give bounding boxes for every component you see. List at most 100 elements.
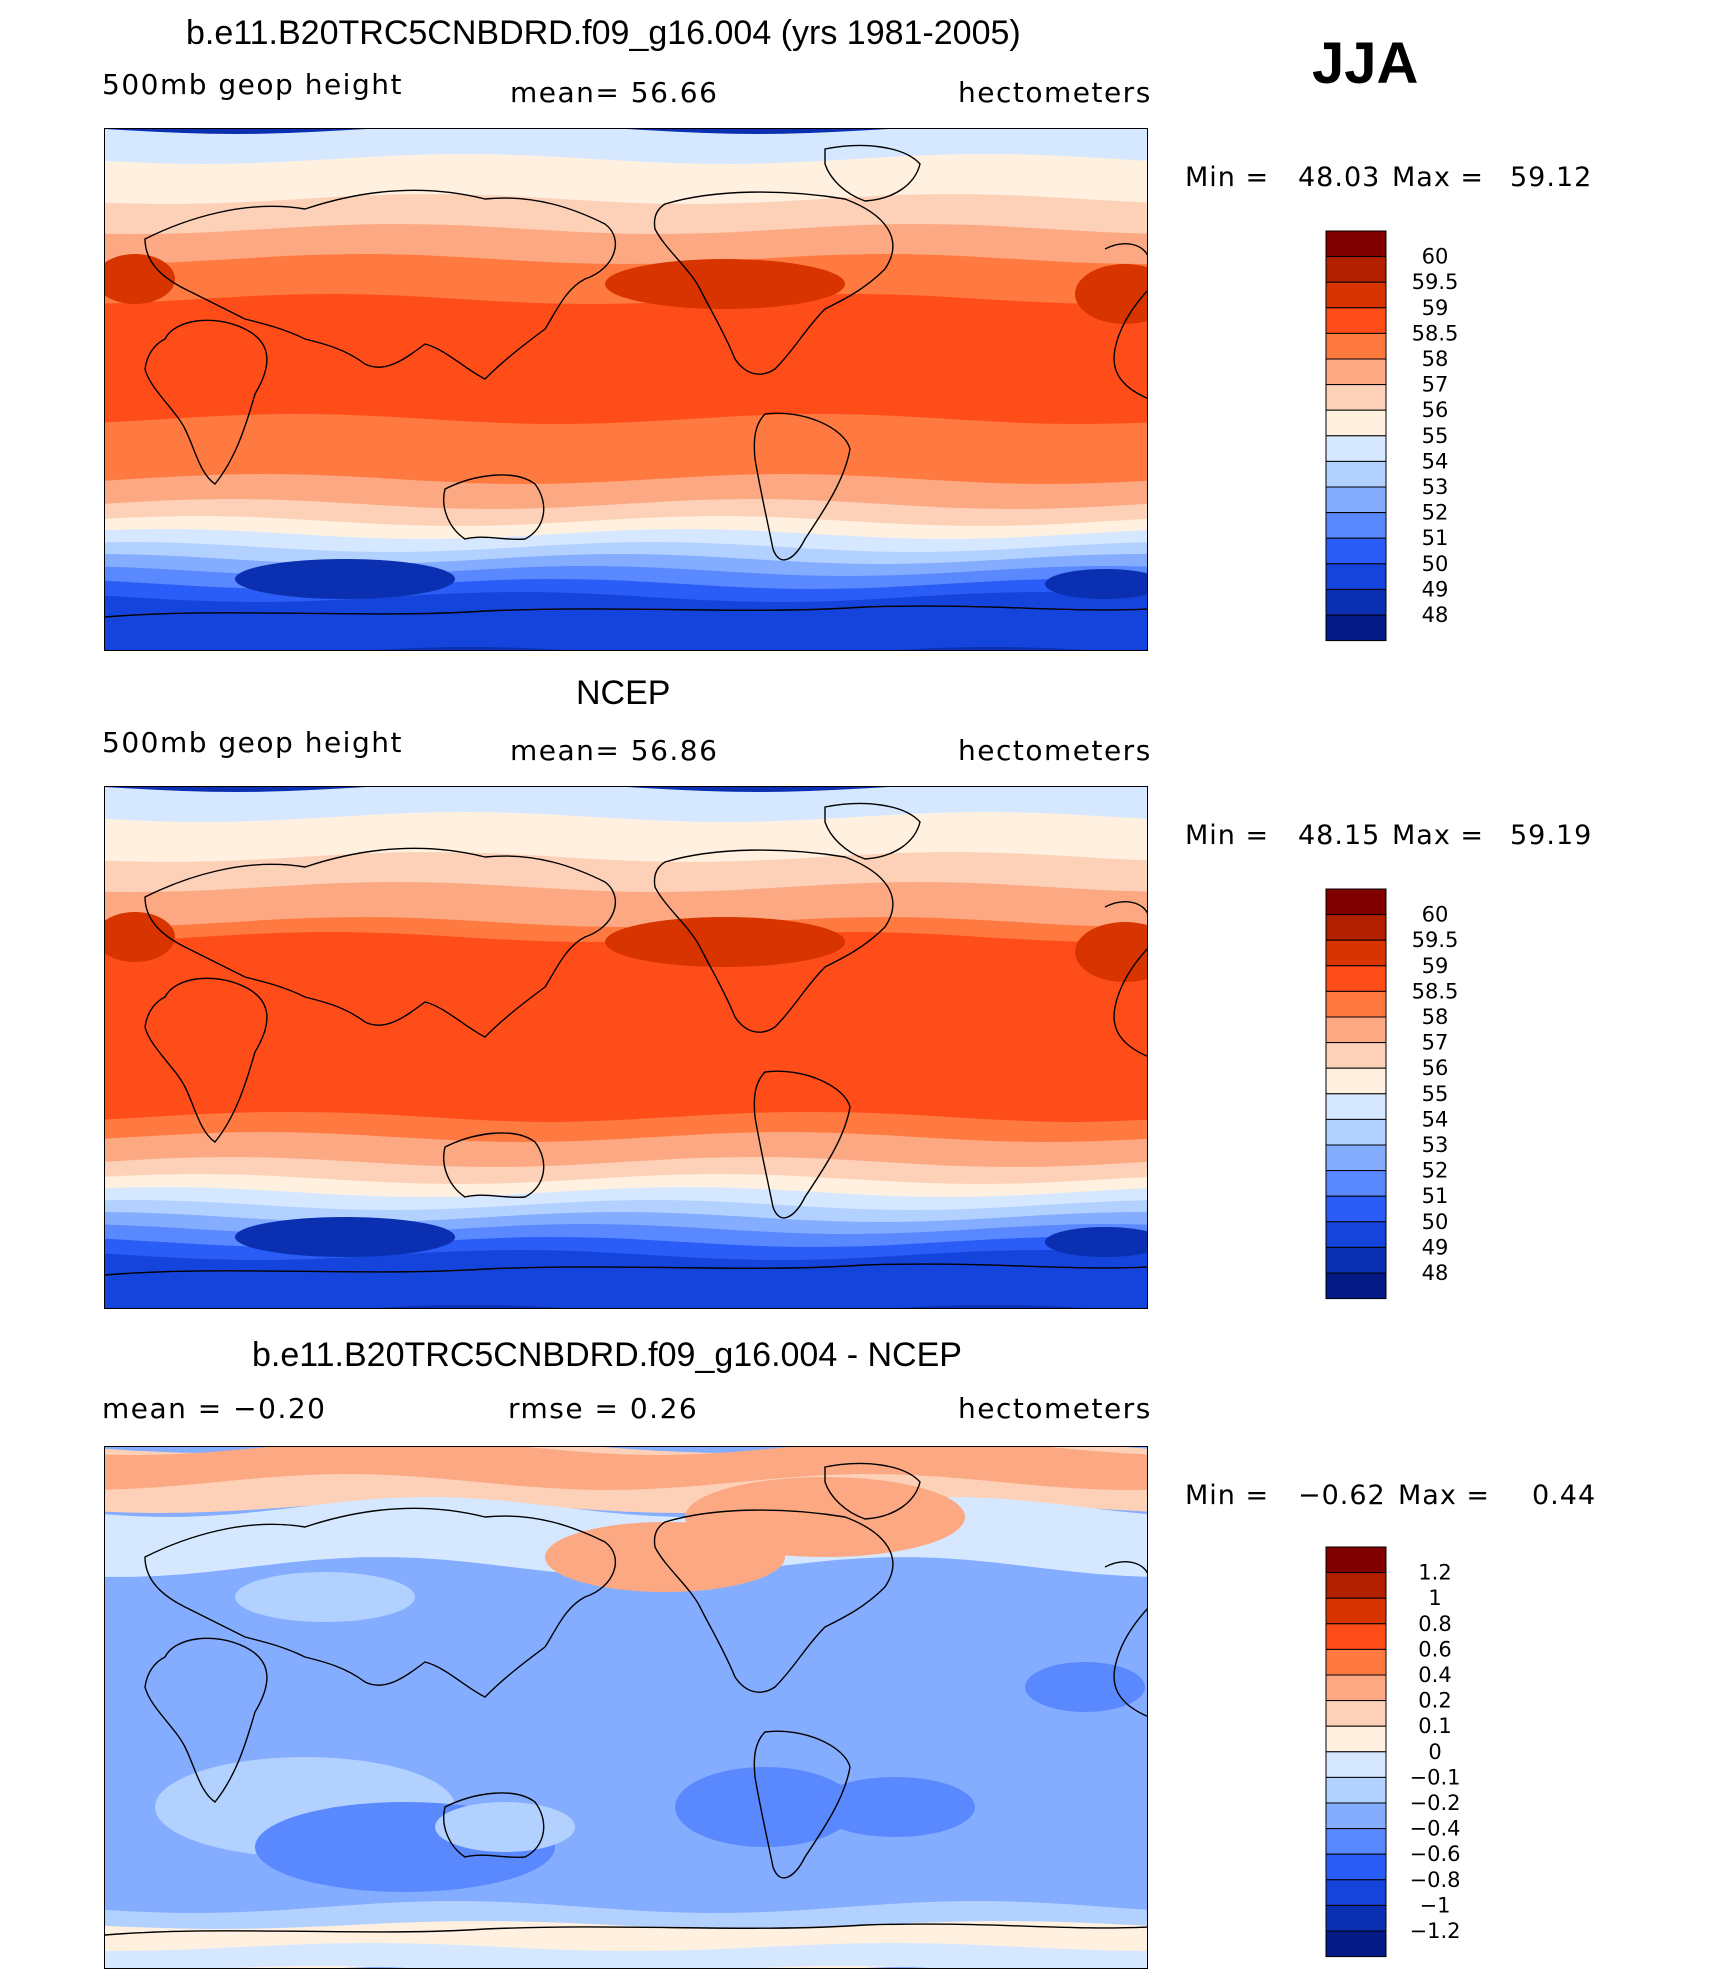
panel-2-max-value: 59.19 xyxy=(1510,820,1593,851)
colorbar-tick-label: 60 xyxy=(1422,245,1449,269)
colorbar-tick-label: 59.5 xyxy=(1412,928,1459,952)
contour-band xyxy=(105,499,1147,529)
contour-blob xyxy=(685,1477,965,1557)
colorbar-tick-label: 57 xyxy=(1422,373,1449,397)
colorbar-swatch xyxy=(1325,1572,1387,1599)
panel-3-colorbar: 1.2 1 0.8 0.6 0.4 0.2 0.1 0 −0.1 −0.2 −0.4 −0.6 −0.8… xyxy=(1325,1546,1505,1965)
colorbar-tick-label: −0.8 xyxy=(1410,1868,1461,1892)
colorbar-tick-label: 53 xyxy=(1422,1133,1449,1157)
panel-1-max-label: Max = xyxy=(1392,162,1485,193)
colorbar-tick-label: 57 xyxy=(1422,1031,1449,1055)
colorbar-swatch xyxy=(1325,965,1387,992)
colorbar-tick-label: −1.2 xyxy=(1410,1919,1461,1943)
contour-blob xyxy=(235,1217,455,1257)
colorbar-swatch xyxy=(1325,914,1387,941)
colorbar-tick-label: −0.4 xyxy=(1410,1817,1461,1841)
contour-blob xyxy=(435,1802,575,1852)
colorbar-swatch xyxy=(1325,1118,1387,1146)
contour-blob xyxy=(1075,922,1147,982)
contour-blob xyxy=(675,1767,855,1847)
colorbar-tick-label: −1 xyxy=(1420,1893,1451,1917)
contour-band xyxy=(105,414,1147,494)
colorbar-swatch xyxy=(1325,1674,1387,1702)
coastline xyxy=(653,191,894,375)
colorbar-swatch xyxy=(1325,1623,1387,1650)
colorbar-tick-label: 1.2 xyxy=(1418,1561,1451,1585)
colorbar-tick-label: −0.2 xyxy=(1410,1791,1461,1815)
panel-1-max-value: 59.12 xyxy=(1510,162,1593,193)
panel-1-title: b.e11.B20TRC5CNBDRD.f09_g16.004 (yrs 198… xyxy=(186,14,1021,52)
colorbar-swatch xyxy=(1325,1221,1387,1248)
colorbar-swatch xyxy=(1325,384,1387,411)
coastline xyxy=(105,1263,1147,1276)
contour-band xyxy=(105,1187,1147,1212)
contour-blob xyxy=(1025,1662,1145,1712)
colorbar-swatch xyxy=(1325,1828,1387,1855)
colorbar-tick-label: 50 xyxy=(1422,552,1449,576)
colorbar-tick-label: 53 xyxy=(1422,475,1449,499)
panel-1-mean: mean= 56.66 xyxy=(510,76,719,109)
colorbar-swatch xyxy=(1325,256,1387,283)
colorbar-swatch xyxy=(1325,1776,1387,1804)
colorbar-swatch xyxy=(1325,281,1387,309)
coastline xyxy=(753,1070,851,1219)
colorbar-swatch xyxy=(1325,1725,1387,1753)
contour-blob xyxy=(815,1777,975,1837)
colorbar-swatch xyxy=(1325,1648,1387,1676)
colorbar-tick-label: 51 xyxy=(1422,526,1449,550)
coastline xyxy=(105,605,1147,618)
panel-2-min-value: 48.15 xyxy=(1298,820,1381,851)
coastlines xyxy=(105,144,1147,618)
contour-blob xyxy=(605,259,845,309)
colorbar-swatch xyxy=(1325,1879,1387,1906)
colorbar-tick-label: 59 xyxy=(1422,954,1449,978)
panel-1-units: hectometers xyxy=(958,76,1152,109)
panel-2-variable: 500mb geop height xyxy=(102,726,403,759)
coastline xyxy=(1104,901,1147,1057)
colorbar-swatch xyxy=(1325,1904,1387,1932)
contour-blob xyxy=(605,917,845,967)
colorbar-swatch xyxy=(1325,1246,1387,1274)
panel-3-map-svg xyxy=(105,1447,1147,1968)
colorbar-tick-label: 0.1 xyxy=(1418,1714,1451,1738)
contour-blob xyxy=(105,912,175,962)
coastline xyxy=(443,1132,545,1199)
colorbar-swatch xyxy=(1325,1093,1387,1120)
contour-blob xyxy=(1075,264,1147,324)
colorbar-tick-label: 59 xyxy=(1422,296,1449,320)
colorbar-tick-label: 56 xyxy=(1422,398,1449,422)
panel-2-colorbar: 60 59.5 59 58.5 58 57 56 55 54 53 52 51 50 49 48 xyxy=(1325,888,1505,1307)
colorbar-swatch xyxy=(1325,460,1387,488)
colorbar-tick-label: 0.8 xyxy=(1418,1612,1451,1636)
season-label: JJA xyxy=(1312,31,1419,96)
colorbar-swatch xyxy=(1325,512,1387,539)
colorbar-swatch xyxy=(1325,409,1387,437)
colorbar-swatch xyxy=(1325,1170,1387,1197)
colorbar-swatch xyxy=(1325,1751,1387,1778)
coastline xyxy=(144,1637,268,1803)
colorbar-tick-label: 51 xyxy=(1422,1184,1449,1208)
colorbar-swatch xyxy=(1325,990,1387,1018)
panel-1-colorbar: 60 59.5 59 58.5 58 57 56 55 54 53 52 51 50 49 48 xyxy=(1325,230,1505,649)
colorbar-tick-label: 48 xyxy=(1422,603,1449,627)
contour-band xyxy=(105,516,1147,542)
colorbar-swatch xyxy=(1325,1067,1387,1095)
colorbar-swatch xyxy=(1325,588,1387,616)
contour-band xyxy=(105,1447,1147,1490)
colorbar-tick-label: 50 xyxy=(1422,1210,1449,1234)
colorbar-tick-label: 55 xyxy=(1422,1082,1449,1106)
coastline xyxy=(1104,243,1147,399)
contour-band xyxy=(105,474,1147,514)
colorbar-swatch xyxy=(1325,307,1387,334)
contour-band xyxy=(105,1157,1147,1187)
panel-2-map xyxy=(104,786,1148,1309)
contour-band xyxy=(105,1132,1147,1170)
colorbar-swatch xyxy=(1325,1016,1387,1044)
coastline xyxy=(653,849,894,1033)
contour-band xyxy=(105,932,1147,1122)
colorbar-tick-label: 52 xyxy=(1422,1159,1449,1183)
panel-1-min-label: Min = xyxy=(1185,162,1270,193)
colorbar-swatch xyxy=(1325,1802,1387,1830)
coastline xyxy=(144,977,268,1143)
